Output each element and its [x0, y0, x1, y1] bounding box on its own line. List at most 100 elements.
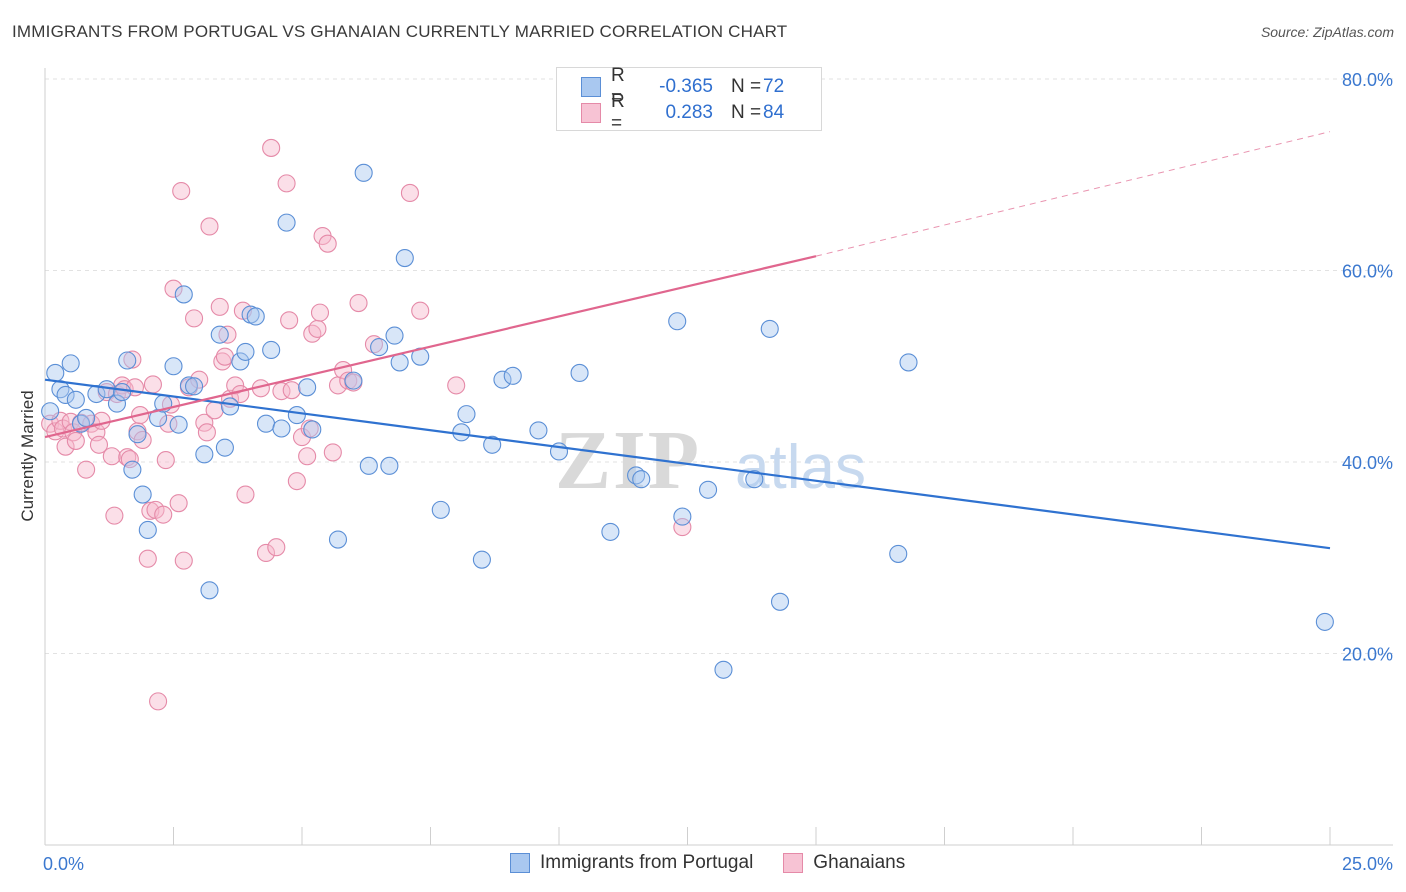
portugal-point — [668, 312, 687, 331]
portugal-point — [66, 390, 85, 409]
ghanaians-point — [411, 301, 430, 320]
ghanaians-trend-line — [44, 255, 817, 439]
legend-r-label: R = — [611, 91, 625, 134]
ghanaians-point — [213, 352, 232, 371]
bottom-legend-portugal[interactable]: Immigrants from Portugal — [510, 852, 753, 874]
portugal-point — [179, 376, 198, 395]
portugal-point — [745, 470, 764, 489]
portugal-point — [113, 383, 132, 402]
portugal-point — [529, 421, 548, 440]
ghanaians-point — [200, 217, 219, 236]
portugal-point — [277, 213, 296, 232]
ghanaians-point — [218, 325, 237, 344]
bottom-legend-swatch-blue — [510, 853, 530, 873]
ghanaians-point — [197, 423, 216, 442]
portugal-point — [220, 397, 240, 416]
tick-labels: 20.0% 40.0% 60.0% 80.0% 0.0% 25.0% — [43, 70, 1393, 874]
ghanaians-point — [323, 443, 342, 462]
portugal-point — [899, 353, 918, 372]
portugal-point — [395, 249, 414, 268]
portugal-point — [714, 660, 733, 679]
ghanaians-point — [277, 174, 296, 193]
ghanaians-point — [66, 431, 85, 450]
ghanaians-point — [303, 324, 322, 343]
bottom-legend: Immigrants from Portugal Ghanaians — [510, 852, 935, 874]
portugal-point — [195, 445, 214, 464]
portugal-point — [200, 581, 219, 600]
y-tick-label: 60.0% — [1342, 262, 1393, 282]
portugal-point — [164, 357, 183, 376]
ghanaians-point — [262, 138, 281, 157]
portugal-point — [41, 402, 60, 421]
ghanaians-point — [236, 485, 255, 504]
ghanaians-point — [210, 297, 229, 316]
legend-r-value: 0.283 — [665, 102, 713, 123]
portugal-point — [246, 307, 265, 326]
portugal-point — [210, 325, 229, 344]
portugal-point — [390, 353, 409, 372]
ghanaians-point — [308, 319, 327, 338]
portugal-point — [107, 394, 127, 413]
axes — [44, 68, 1393, 846]
portugal-point — [452, 423, 471, 442]
portugal-point — [118, 351, 137, 370]
portugal-point — [215, 438, 234, 457]
legend-swatch-pink — [581, 103, 601, 123]
ghanaians-point — [318, 234, 337, 253]
portugal-point — [1315, 612, 1334, 631]
portugal-point — [354, 163, 373, 182]
ghanaians-point — [154, 505, 173, 524]
legend-n-value: 84 — [763, 102, 785, 123]
ghanaians-point — [156, 451, 175, 470]
ghanaians-point — [282, 381, 301, 400]
portugal-point — [287, 406, 306, 425]
watermark: ZIP atlas — [555, 414, 866, 507]
legend-n-label: N = — [731, 102, 762, 123]
y-tick-label: 20.0% — [1342, 645, 1393, 665]
bottom-legend-label-ghanaians: Ghanaians — [813, 852, 906, 873]
portugal-point — [133, 485, 152, 504]
portugal-point — [174, 285, 193, 304]
ghanaians-trend-extension — [815, 131, 1331, 257]
legend-n-value: 72 — [763, 76, 785, 97]
portugal-point — [472, 550, 491, 569]
ghanaians-point — [256, 543, 276, 563]
legend-stats: R = -0.365 N = 72 R = 0.283 N = 84 — [556, 65, 822, 134]
portugal-point — [380, 456, 399, 475]
legend-r-label: R = — [611, 65, 625, 108]
ghanaians-point — [149, 692, 168, 711]
portugal-point — [256, 414, 276, 433]
ghanaians-point — [447, 376, 466, 395]
bottom-legend-ghanaians[interactable]: Ghanaians — [783, 852, 905, 874]
portugal-point — [128, 425, 147, 444]
ghanaians-point — [349, 294, 368, 313]
portugal-trend-line — [44, 378, 1331, 550]
ghanaians-point — [364, 335, 384, 354]
ghanaians-point — [226, 376, 245, 395]
portugal-point — [632, 470, 651, 489]
ghanaians-point — [205, 401, 224, 420]
grid-lines — [45, 78, 1393, 654]
legend-r-value: -0.365 — [659, 76, 713, 97]
ghanaians-point — [56, 437, 75, 456]
ghanaians-point — [169, 494, 188, 513]
ghanaians-point — [287, 472, 306, 491]
ghanaians-point — [89, 435, 109, 454]
ghanaians-point — [164, 279, 183, 298]
portugal-point — [236, 342, 255, 361]
portugal-point — [262, 340, 281, 360]
portugal-point — [123, 460, 142, 479]
ghanaians-point — [123, 350, 142, 369]
x-tick-label: 0.0% — [43, 854, 84, 874]
portugal-point — [570, 363, 589, 383]
legend-swatch-blue — [581, 77, 601, 97]
legend-n-label: N = — [731, 76, 762, 97]
trend-lines — [44, 131, 1331, 550]
portugal-point — [359, 456, 378, 475]
bottom-legend-swatch-pink — [783, 853, 804, 873]
portugal-point — [699, 480, 718, 499]
portugal-point — [457, 405, 476, 424]
ghanaians-point — [174, 551, 193, 570]
ghanaians-point — [400, 183, 419, 202]
